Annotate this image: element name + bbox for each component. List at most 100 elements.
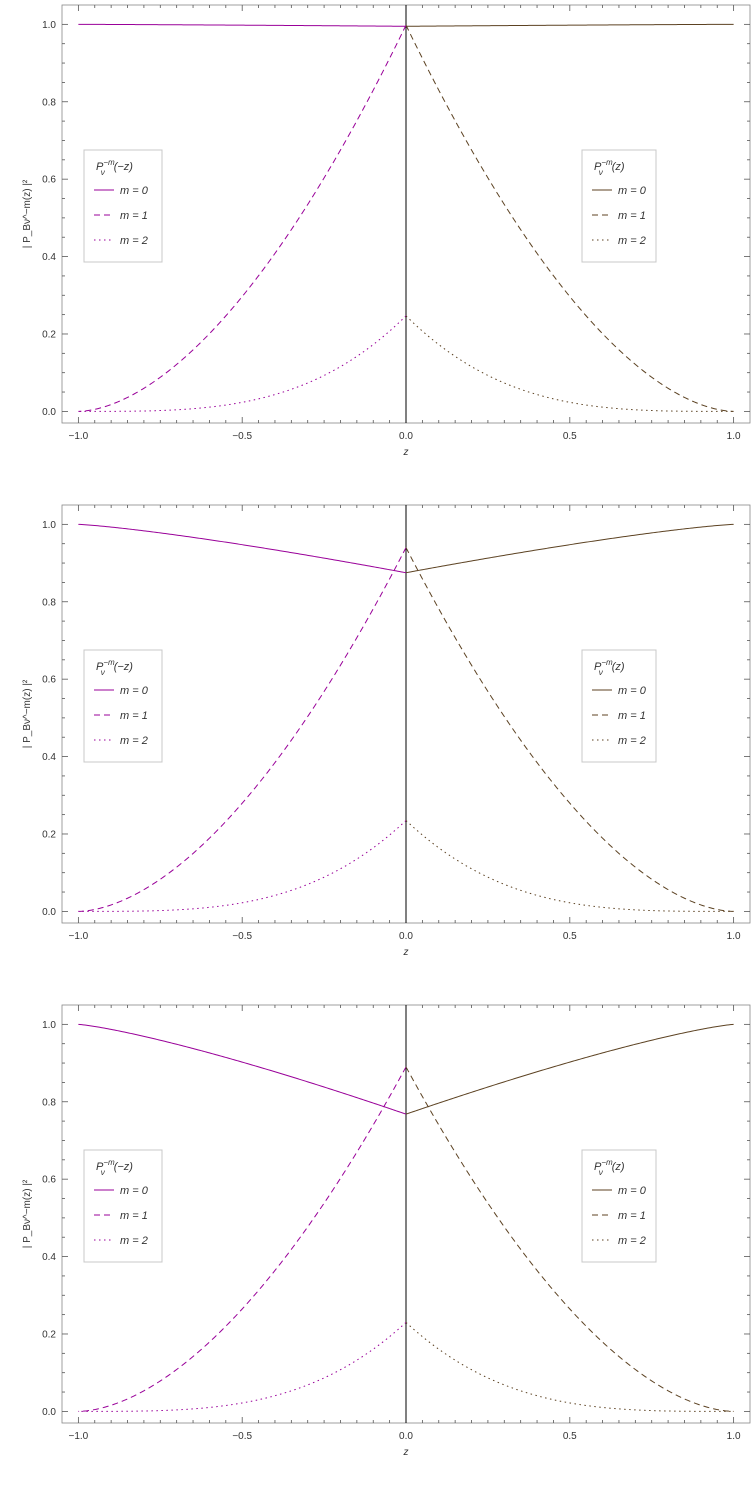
x-tick-label: −1.0 [69, 1431, 89, 1442]
legend-title-sup: −m [601, 158, 613, 167]
y-axis-label: | P_Bν^−m(z) |² [22, 1179, 33, 1248]
y-tick-label: 0.2 [42, 1329, 56, 1340]
legend-entry-m1: m = 1 [120, 1210, 148, 1222]
legend-title: P−m ν (z) [594, 1158, 625, 1177]
chart-panel-3: −1.0 −0.5 0.0 0.5 1.0 0.0 0.2 0.4 0.6 0.8 1.0 z | P_… [0, 1000, 754, 1495]
chart-1-svg: −1.0 −0.5 0.0 0.5 1.0 0.0 0.2 0.4 0.6 0.8 1.0 z | P_… [22, 4, 751, 458]
legend-left: P−m ν (−z) m = 0 m = 1 m = 2 [83, 649, 163, 763]
x-tick-label: 1.0 [727, 431, 741, 442]
legend-title: P−m ν (−z) [96, 1158, 133, 1177]
y-tick-label: 0.8 [42, 97, 56, 108]
x-axis-label: z [403, 447, 409, 458]
legend-entry-m1: m = 1 [618, 710, 646, 722]
legend-entry-m1: m = 1 [120, 210, 148, 222]
legend-title-sup: −m [103, 658, 115, 667]
y-tick-label: 0.4 [42, 252, 56, 263]
series-right-m2 [405, 1322, 734, 1412]
series-left-m1 [78, 1066, 407, 1412]
x-tick-label: 0.5 [563, 431, 577, 442]
y-tick-label: 0.0 [42, 1407, 56, 1418]
y-tick-label: 0.0 [42, 907, 56, 918]
y-tick-label: 0.4 [42, 752, 56, 763]
legend-title: P−m ν (z) [594, 658, 625, 677]
legend-left: P−m ν (−z) m = 0 m = 1 m = 2 [83, 149, 163, 263]
x-tick-label: 1.0 [727, 1431, 741, 1442]
legend-right: P−m ν (z) m = 0 m = 1 m = 2 [581, 149, 657, 263]
y-tick-label: 1.0 [42, 520, 56, 531]
series-right-m0 [405, 23, 734, 27]
series-left-m1 [78, 547, 407, 912]
legend-right: P−m ν (z) m = 0 m = 1 m = 2 [581, 1149, 657, 1263]
legend-box [83, 649, 163, 763]
legend-title-main: P [96, 661, 104, 673]
legend-entry-m2: m = 2 [618, 735, 646, 747]
legend-box [83, 149, 163, 263]
series-left-m0 [78, 523, 407, 574]
legend-entry-m2: m = 2 [120, 1235, 148, 1247]
series-left-m2 [78, 820, 407, 912]
legend-title-arg: (z) [612, 161, 625, 173]
x-tick-label: −0.5 [232, 431, 252, 442]
legend-title-sup: −m [103, 158, 115, 167]
legend-entry-m1: m = 1 [618, 210, 646, 222]
series-right-m1 [405, 24, 734, 412]
legend-entry-m0: m = 0 [618, 185, 647, 197]
series-right-m2 [405, 820, 734, 912]
y-tick-label: 0.4 [42, 1252, 56, 1263]
series-left-m2 [78, 1322, 407, 1412]
series-left-m2 [78, 315, 407, 412]
legend-right: P−m ν (z) m = 0 m = 1 m = 2 [581, 649, 657, 763]
series-right-m0 [405, 523, 734, 574]
y-tick-label: 0.0 [42, 407, 56, 418]
x-tick-label: −1.0 [69, 931, 89, 942]
x-tick-label: −0.5 [232, 931, 252, 942]
y-tick-label: 0.6 [42, 1175, 56, 1186]
legend-entry-m1: m = 1 [618, 1210, 646, 1222]
chart-2-svg: −1.0 −0.5 0.0 0.5 1.0 0.0 0.2 0.4 0.6 0.8 1.0 z | P_… [22, 504, 751, 958]
y-tick-label: 0.6 [42, 675, 56, 686]
y-tick-label: 0.6 [42, 175, 56, 186]
legend-title: P−m ν (−z) [96, 158, 133, 177]
y-axis-label-group: | P_Bν^−m(z) |² [22, 679, 33, 748]
legend-title-main: P [96, 1161, 104, 1173]
legend-title-sup: −m [601, 658, 613, 667]
y-axis-label: | P_Bν^−m(z) |² [22, 179, 33, 248]
legend-title-arg: (z) [612, 661, 625, 673]
legend-title-arg: (−z) [114, 161, 134, 173]
x-axis-label: z [403, 1447, 409, 1458]
x-tick-label: 1.0 [727, 931, 741, 942]
legend-title-arg: (−z) [114, 661, 134, 673]
series-left-m1 [78, 24, 407, 412]
x-tick-label: 0.0 [399, 931, 413, 942]
legend-entry-m0: m = 0 [618, 1185, 647, 1197]
legend-entry-m0: m = 0 [120, 185, 149, 197]
legend-title-arg: (−z) [114, 1161, 134, 1173]
legend-entry-m0: m = 0 [618, 685, 647, 697]
legend-title-main: P [594, 161, 602, 173]
legend-box [83, 1149, 163, 1263]
y-axis-label: | P_Bν^−m(z) |² [22, 679, 33, 748]
legend-entry-m2: m = 2 [618, 1235, 646, 1247]
legend-title: P−m ν (−z) [96, 658, 133, 677]
series-right-m0 [405, 1023, 734, 1115]
y-tick-label: 0.8 [42, 1097, 56, 1108]
legend-entry-m2: m = 2 [618, 235, 646, 247]
series-left-m0 [78, 23, 407, 27]
legend-title-sub: ν [101, 1168, 105, 1177]
y-axis-label-group: | P_Bν^−m(z) |² [22, 1179, 33, 1248]
x-axis-label: z [403, 947, 409, 958]
x-tick-label: 0.5 [563, 1431, 577, 1442]
y-tick-label: 1.0 [42, 1020, 56, 1031]
legend-title: P−m ν (z) [594, 158, 625, 177]
legend-title-main: P [594, 661, 602, 673]
x-tick-label: 0.0 [399, 431, 413, 442]
y-tick-label: 0.8 [42, 597, 56, 608]
y-axis-label-group: | P_Bν^−m(z) |² [22, 179, 33, 248]
series-right-m1 [405, 547, 734, 912]
x-tick-label: −1.0 [69, 431, 89, 442]
legend-entry-m0: m = 0 [120, 1185, 149, 1197]
legend-title-arg: (z) [612, 1161, 625, 1173]
legend-title-sub: ν [599, 168, 603, 177]
series-right-m1 [405, 1066, 734, 1412]
